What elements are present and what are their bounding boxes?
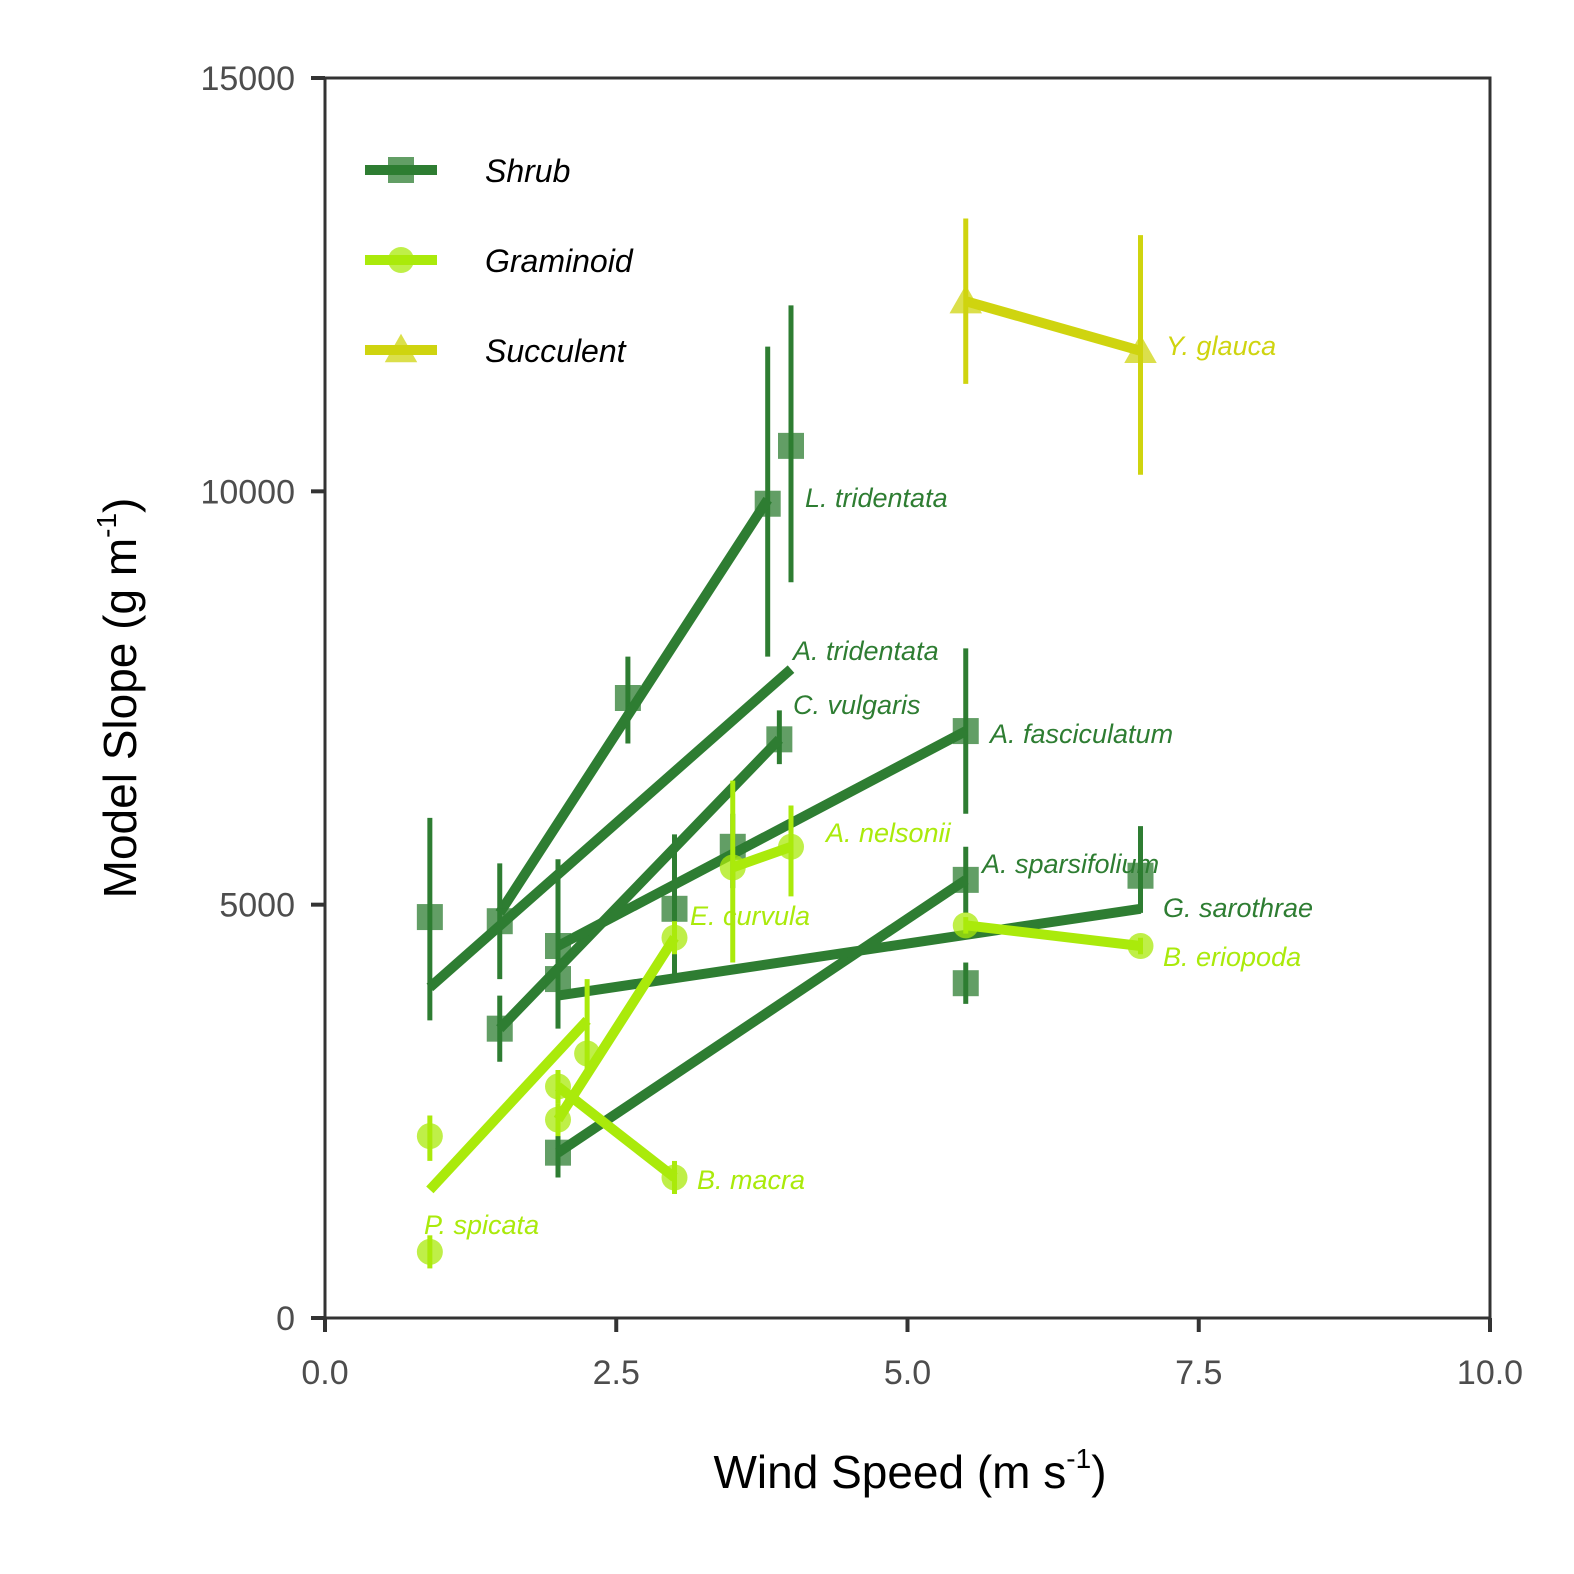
- series-c-vulgaris: [486, 710, 793, 1062]
- legend-marker: [384, 333, 418, 363]
- fit-line: [964, 296, 1142, 356]
- x-axis-title: Wind Speed (m s-1): [713, 1443, 1106, 1498]
- x-tick-label: 0.0: [301, 1354, 348, 1392]
- x-axis-title-sup: -1: [1066, 1443, 1091, 1474]
- fit-line: [557, 903, 1142, 1001]
- species-label-e-curvula: E. curvula: [690, 901, 810, 931]
- legend-marker: [388, 247, 414, 273]
- species-label-a-fasciculatum: A. fasciculatum: [988, 719, 1173, 749]
- x-tick-label: 5.0: [884, 1354, 931, 1392]
- legend-item-shrub: Shrub: [365, 153, 570, 189]
- data-point: [416, 1123, 443, 1150]
- axes: 0.0 2.5 5.0 7.5 10.0 0 5000 10000 15000: [200, 60, 1523, 1392]
- species-label-a-tridentata: A. tridentata: [791, 636, 939, 666]
- species-label-a-sparsifolium: A. sparsifolium: [980, 849, 1159, 879]
- y-tick-label: 10000: [200, 473, 295, 511]
- species-label-y-glauca: Y. glauca: [1166, 331, 1276, 361]
- y-tick-label: 0: [276, 1300, 295, 1338]
- data-point: [416, 1238, 443, 1265]
- species-label-a-nelsonii: A. nelsonii: [824, 818, 952, 848]
- species-label-c-vulgaris: C. vulgaris: [793, 690, 921, 720]
- legend-item-graminoid: Graminoid: [365, 243, 634, 279]
- species-label-l-tridentata: L. tridentata: [805, 483, 948, 513]
- data-point: [416, 904, 443, 931]
- y-axis-title-main: Model Slope (g m: [94, 538, 146, 899]
- species-labels: L. tridentata A. tridentata C. vulgaris A. …: [424, 331, 1313, 1240]
- legend-label: Succulent: [485, 333, 627, 369]
- data-point: [661, 895, 688, 922]
- series-b-eriopoda: [952, 912, 1154, 959]
- data-point: [778, 432, 804, 459]
- x-tick-label: 10.0: [1457, 1354, 1523, 1392]
- fit-line: [554, 1082, 678, 1182]
- legend-marker: [388, 157, 414, 183]
- legend: Shrub Graminoid Succulent: [365, 153, 634, 369]
- fit-line: [555, 875, 969, 1157]
- x-tick-label: 2.5: [593, 1354, 640, 1392]
- y-tick-label: 15000: [200, 60, 295, 98]
- y-axis-title-sup: -1: [91, 513, 122, 538]
- x-axis-title-end: ): [1091, 1446, 1106, 1498]
- fit-line: [426, 1016, 591, 1194]
- x-tick-label: 7.5: [1175, 1354, 1222, 1392]
- series-layer: [416, 218, 1157, 1269]
- fit-line: [555, 726, 969, 951]
- y-axis-title-end: ): [94, 498, 146, 513]
- legend-item-succulent: Succulent: [365, 333, 627, 369]
- legend-label: Shrub: [485, 153, 570, 189]
- series-a-tridentata: [416, 665, 795, 1021]
- series-a-nelsonii: [719, 780, 804, 963]
- series-a-fasciculatum: [545, 648, 979, 1013]
- data-point: [545, 966, 571, 993]
- fit-line: [426, 665, 795, 992]
- data-point: [1127, 862, 1154, 889]
- series-e-curvula: [545, 921, 688, 1137]
- series-y-glauca: [949, 218, 1157, 475]
- fit-line: [965, 920, 1142, 951]
- species-label-b-eriopoda: B. eriopoda: [1163, 942, 1301, 972]
- series-l-tridentata: [495, 305, 804, 916]
- fit-line: [731, 842, 793, 873]
- y-axis-title: Model Slope (g m-1): [91, 498, 146, 899]
- species-label-g-sarothrae: G. sarothrae: [1163, 893, 1313, 923]
- fit-line: [495, 496, 772, 916]
- series-b-macra: [545, 1070, 688, 1194]
- data-point: [952, 970, 979, 997]
- species-label-b-macra: B. macra: [697, 1165, 805, 1195]
- fit-line: [553, 935, 679, 1123]
- series-p-spicata: [416, 1016, 591, 1269]
- legend-label: Graminoid: [485, 243, 634, 279]
- species-label-p-spicata: P. spicata: [424, 1210, 539, 1240]
- x-axis-title-main: Wind Speed (m s: [713, 1446, 1066, 1498]
- y-tick-label: 5000: [219, 887, 295, 925]
